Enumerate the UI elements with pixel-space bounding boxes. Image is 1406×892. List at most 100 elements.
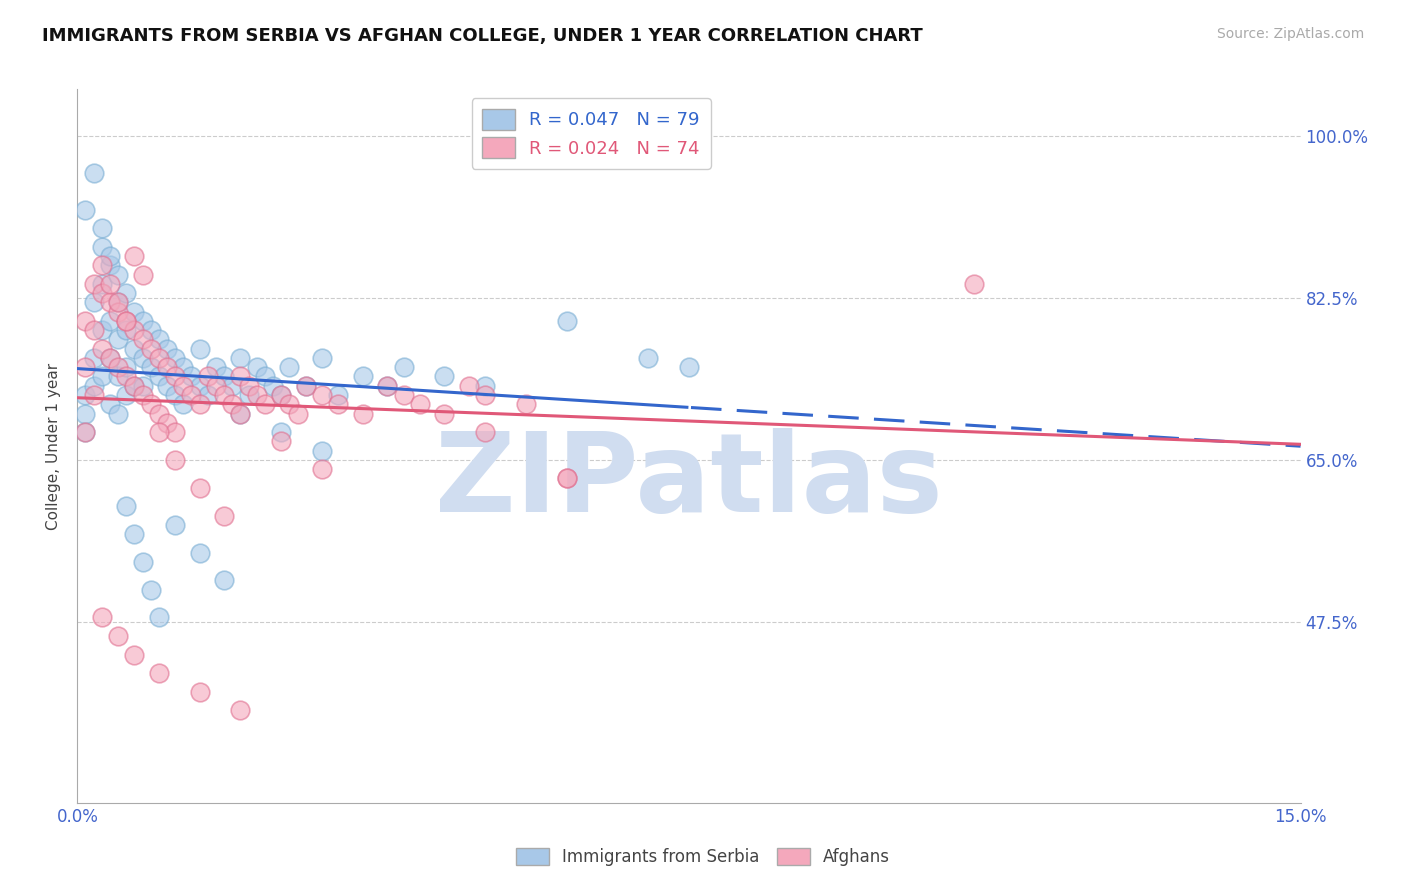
Point [75,314,97,328]
Point [328,388,350,402]
Point [107,333,129,347]
Point [90,323,112,337]
Point [83,378,105,392]
Point [375,378,398,392]
Point [124,648,146,662]
Point [212,369,235,384]
Y-axis label: College, Under 1 year: College, Under 1 year [46,362,62,530]
Point [172,378,194,392]
Point [124,323,146,337]
Point [165,517,187,532]
Point [148,407,170,421]
Point [221,397,243,411]
Point [90,258,112,272]
Point [124,249,146,263]
Point [90,277,112,291]
Point [107,360,129,375]
Point [165,351,187,365]
Point [131,351,153,365]
Point [229,351,252,365]
Point [188,378,211,392]
Point [75,425,97,439]
Point [262,378,284,392]
Point [83,295,105,310]
Text: IMMIGRANTS FROM SERBIA VS AFGHAN COLLEGE, UNDER 1 YEAR CORRELATION CHART: IMMIGRANTS FROM SERBIA VS AFGHAN COLLEGE… [42,27,922,45]
Point [172,397,194,411]
Point [139,342,162,356]
Point [188,545,211,559]
Point [172,360,194,375]
Point [433,407,456,421]
Legend: R = 0.047   N = 79, R = 0.024   N = 74: R = 0.047 N = 79, R = 0.024 N = 74 [471,98,710,169]
Point [375,378,398,392]
Point [115,323,138,337]
Point [90,240,112,254]
Point [270,434,292,449]
Point [392,388,415,402]
Point [352,407,374,421]
Point [148,666,170,681]
Point [98,351,121,365]
Point [90,286,112,301]
Point [165,388,187,402]
Point [107,629,129,643]
Point [678,360,700,375]
Point [124,378,146,392]
Point [131,378,153,392]
Point [90,342,112,356]
Point [75,407,97,421]
Point [457,378,479,392]
Point [90,221,112,235]
Point [124,342,146,356]
Point [311,443,333,458]
Point [205,378,228,392]
Point [115,360,138,375]
Point [165,369,187,384]
Point [124,527,146,541]
Point [98,295,121,310]
Point [963,277,986,291]
Point [90,369,112,384]
Point [409,397,432,411]
Point [188,397,211,411]
Point [75,202,97,217]
Point [115,314,138,328]
Point [212,388,235,402]
Point [83,351,105,365]
Point [139,397,162,411]
Point [433,369,456,384]
Point [83,166,105,180]
Point [270,388,292,402]
Point [156,416,179,430]
Point [311,351,333,365]
Point [75,425,97,439]
Point [287,407,309,421]
Point [474,378,496,392]
Point [115,286,138,301]
Point [180,369,202,384]
Point [328,397,350,411]
Point [107,268,129,282]
Point [229,703,252,717]
Point [83,277,105,291]
Text: Source: ZipAtlas.com: Source: ZipAtlas.com [1216,27,1364,41]
Point [156,342,179,356]
Point [165,425,187,439]
Point [148,610,170,624]
Point [212,574,235,588]
Point [131,314,153,328]
Point [188,342,211,356]
Point [131,268,153,282]
Point [229,369,252,384]
Point [156,360,179,375]
Point [131,555,153,569]
Point [139,360,162,375]
Point [75,360,97,375]
Point [83,388,105,402]
Point [474,388,496,402]
Point [124,378,146,392]
Point [107,304,129,318]
Point [311,462,333,476]
Point [83,323,105,337]
Point [278,397,301,411]
